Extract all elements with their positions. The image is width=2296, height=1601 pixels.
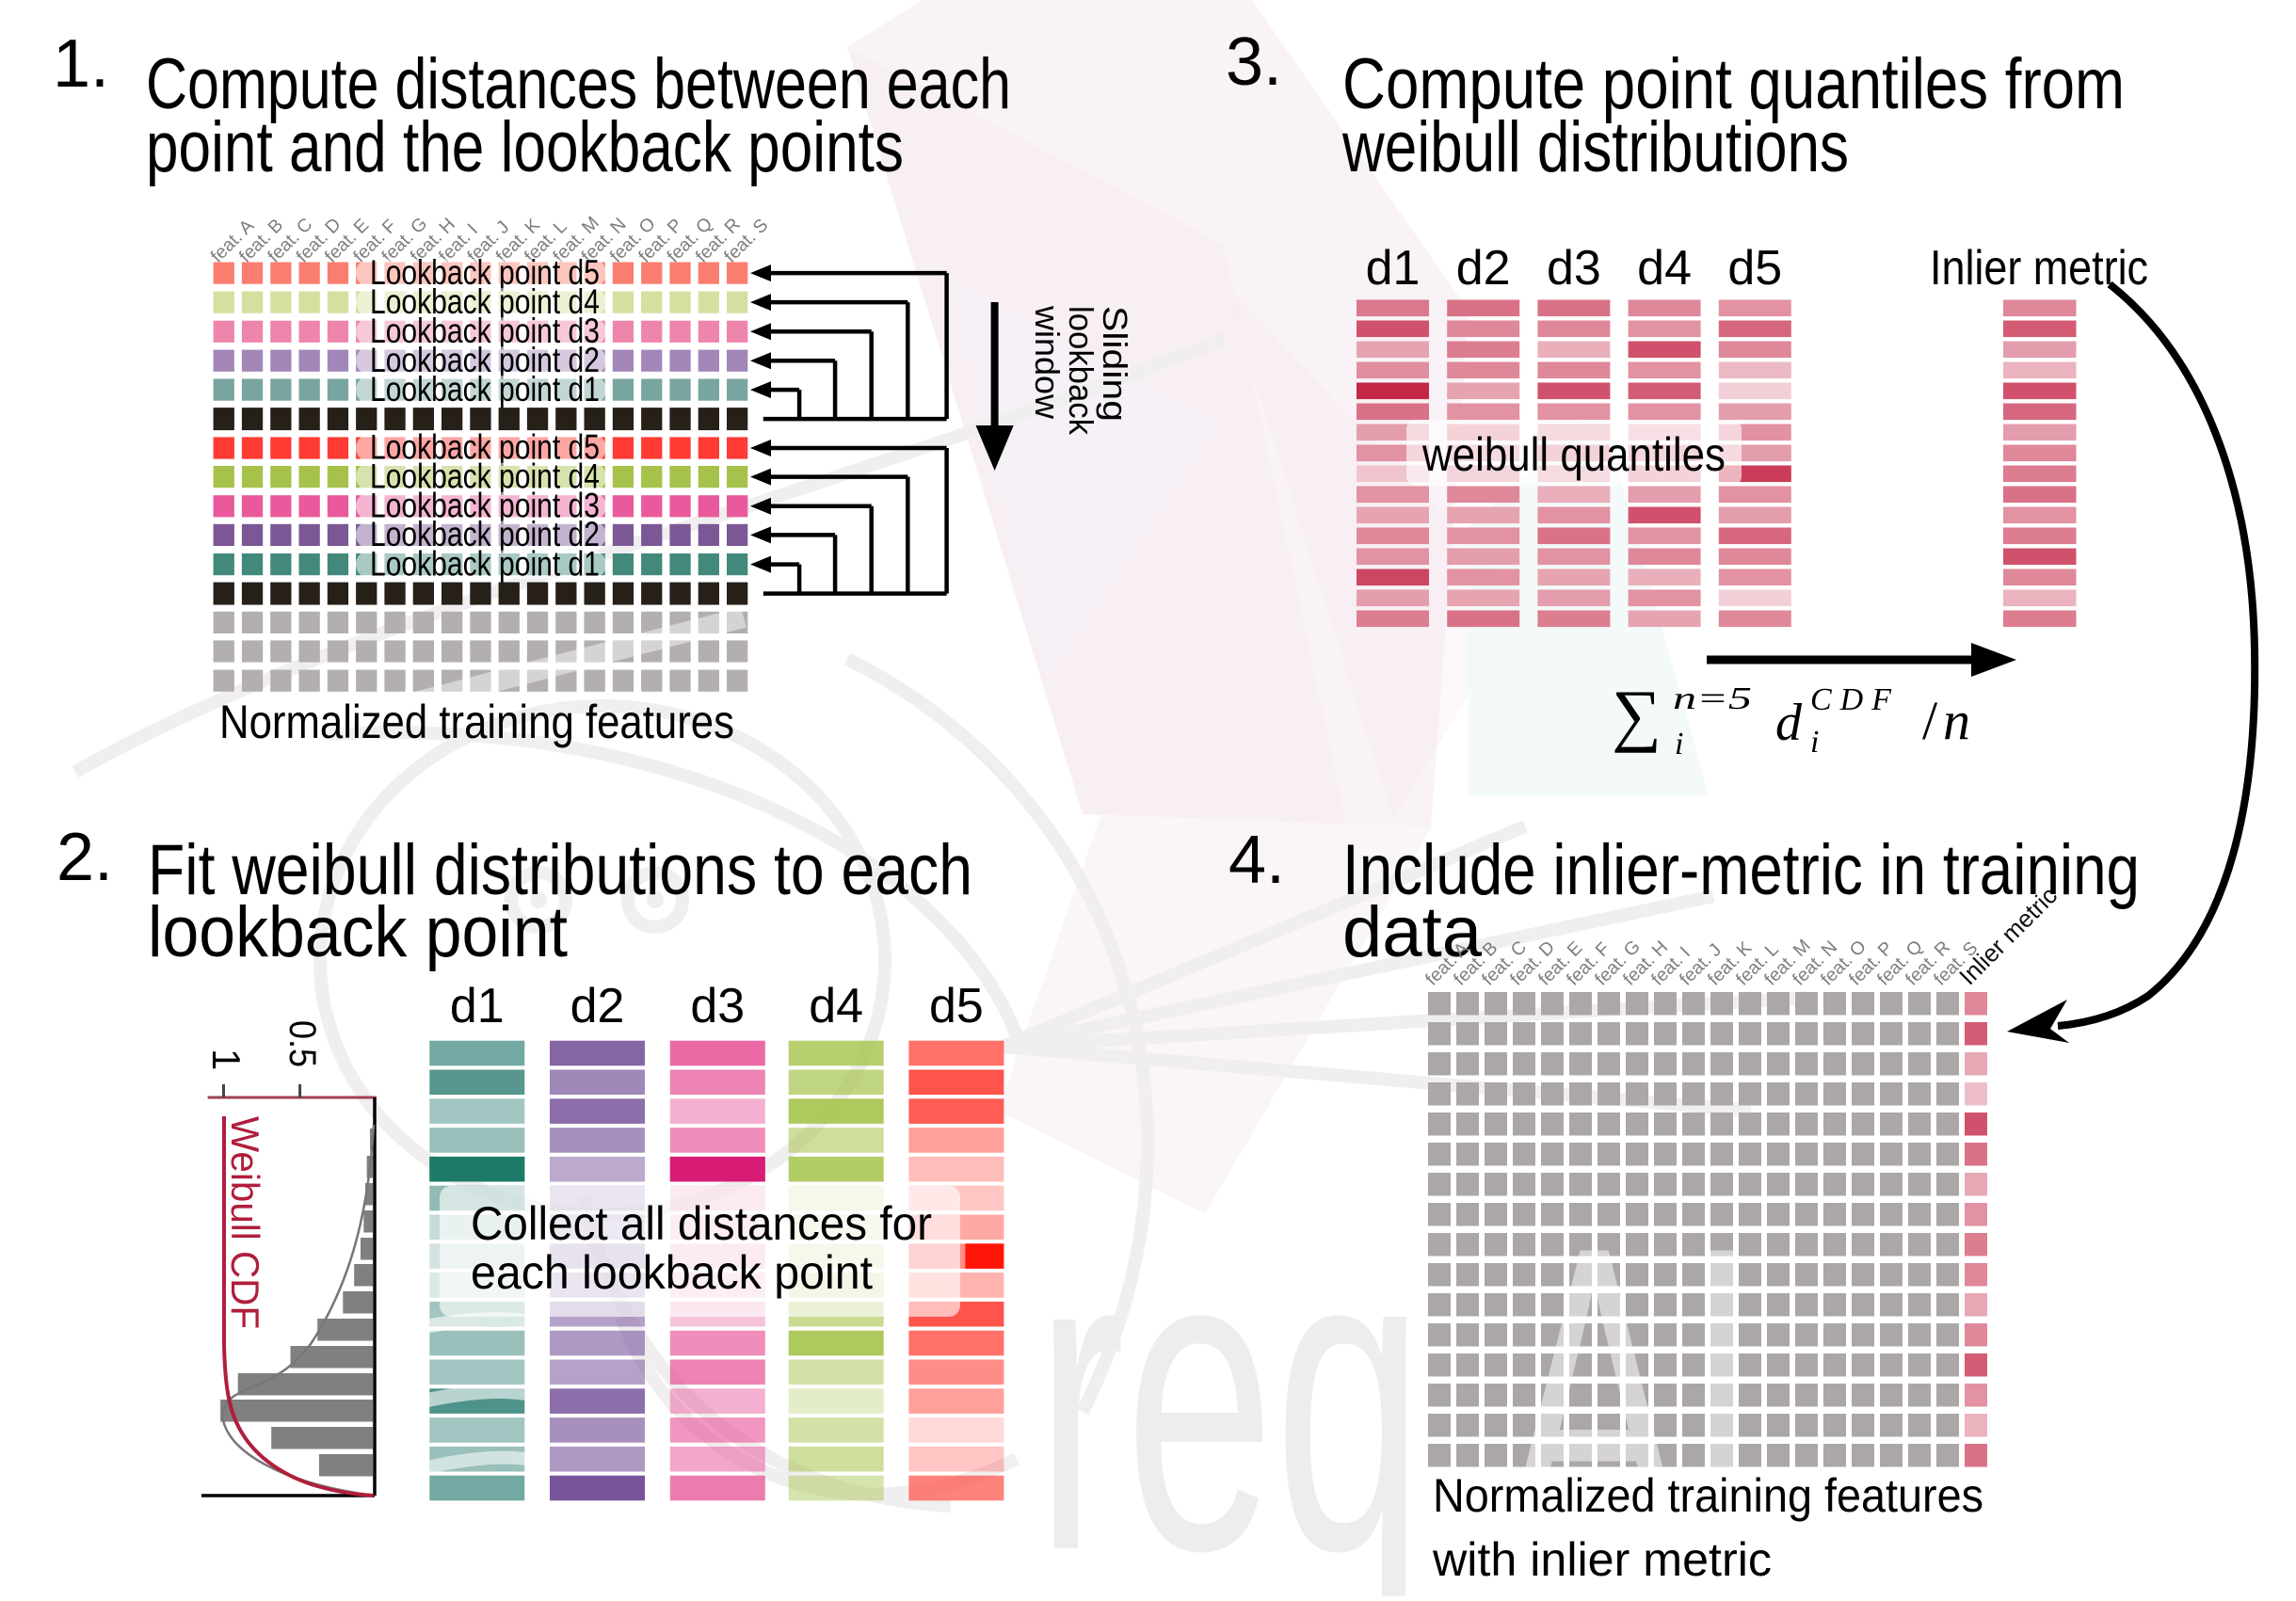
svg-text:window: window: [1028, 305, 1067, 420]
svg-text:Lookback point d4: Lookback point d4: [370, 282, 600, 321]
svg-text:d3: d3: [1547, 241, 1601, 296]
svg-text:d4: d4: [809, 979, 863, 1033]
svg-text:lookback: lookback: [1062, 306, 1100, 436]
svg-text:d: d: [1775, 694, 1803, 752]
svg-text:AI: AI: [1504, 1158, 1758, 1596]
svg-text:Compute point quantiles from: Compute point quantiles from: [1342, 44, 2125, 124]
svg-text:weibull quantiles: weibull quantiles: [1421, 428, 1726, 481]
svg-text:1.: 1.: [53, 26, 109, 102]
svg-text:d1: d1: [1366, 241, 1421, 296]
svg-text:∑: ∑: [1612, 677, 1662, 754]
svg-text:n=5: n=5: [1673, 681, 1752, 716]
svg-text:point and the lookback points: point and the lookback points: [146, 107, 904, 187]
svg-text:with inlier metric: with inlier metric: [1432, 1533, 1772, 1586]
svg-text:Include inlier-metric in train: Include inlier-metric in training: [1342, 830, 2140, 910]
svg-text:Fit weibull distributions to e: Fit weibull distributions to each: [148, 830, 972, 910]
svg-text:4.: 4.: [1228, 823, 1285, 898]
svg-text:Lookback point d2: Lookback point d2: [370, 515, 600, 553]
svg-text:req: req: [1036, 1158, 1423, 1596]
svg-text:Collect all distances for: Collect all distances for: [471, 1197, 932, 1250]
svg-text:weibull distributions: weibull distributions: [1341, 107, 1849, 187]
svg-text:d1: d1: [450, 979, 505, 1033]
svg-text:/: /: [1922, 690, 1938, 751]
svg-text:d2: d2: [570, 979, 625, 1033]
svg-text:Normalized training features: Normalized training features: [219, 696, 734, 748]
svg-text:Lookback point d1: Lookback point d1: [370, 544, 600, 583]
svg-text:1: 1: [204, 1049, 249, 1070]
svg-text:each lookback point: each lookback point: [471, 1246, 873, 1299]
svg-text:i: i: [1810, 725, 1819, 760]
svg-text:Lookback point d4: Lookback point d4: [370, 456, 600, 495]
svg-text:d2: d2: [1456, 241, 1511, 296]
svg-text:2.: 2.: [56, 820, 113, 895]
svg-text:d5: d5: [1727, 241, 1782, 296]
svg-text:Lookback point d2: Lookback point d2: [370, 341, 600, 379]
svg-text:Compute distances between each: Compute distances between each: [146, 44, 1011, 124]
svg-text:Lookback point d1: Lookback point d1: [370, 370, 600, 408]
svg-text:Sliding: Sliding: [1096, 306, 1134, 422]
svg-text:lookback point: lookback point: [148, 892, 568, 972]
svg-text:CDF: CDF: [1810, 682, 1900, 717]
svg-text:Lookback point d3: Lookback point d3: [370, 487, 600, 525]
svg-text:Lookback point d5: Lookback point d5: [370, 253, 600, 292]
svg-text:0.5: 0.5: [281, 1020, 323, 1067]
svg-text:Weibull CDF: Weibull CDF: [223, 1116, 267, 1329]
svg-text:data: data: [1342, 892, 1483, 972]
svg-text:d3: d3: [690, 979, 745, 1033]
svg-text:n: n: [1943, 690, 1970, 751]
svg-text:3.: 3.: [1226, 24, 1282, 100]
svg-text:Normalized training features: Normalized training features: [1433, 1469, 1983, 1522]
svg-text:d4: d4: [1637, 241, 1692, 296]
svg-text:d5: d5: [929, 979, 984, 1033]
svg-text:Lookback point d3: Lookback point d3: [370, 312, 600, 350]
svg-text:i: i: [1675, 727, 1683, 761]
svg-text:Lookback point d5: Lookback point d5: [370, 428, 600, 467]
